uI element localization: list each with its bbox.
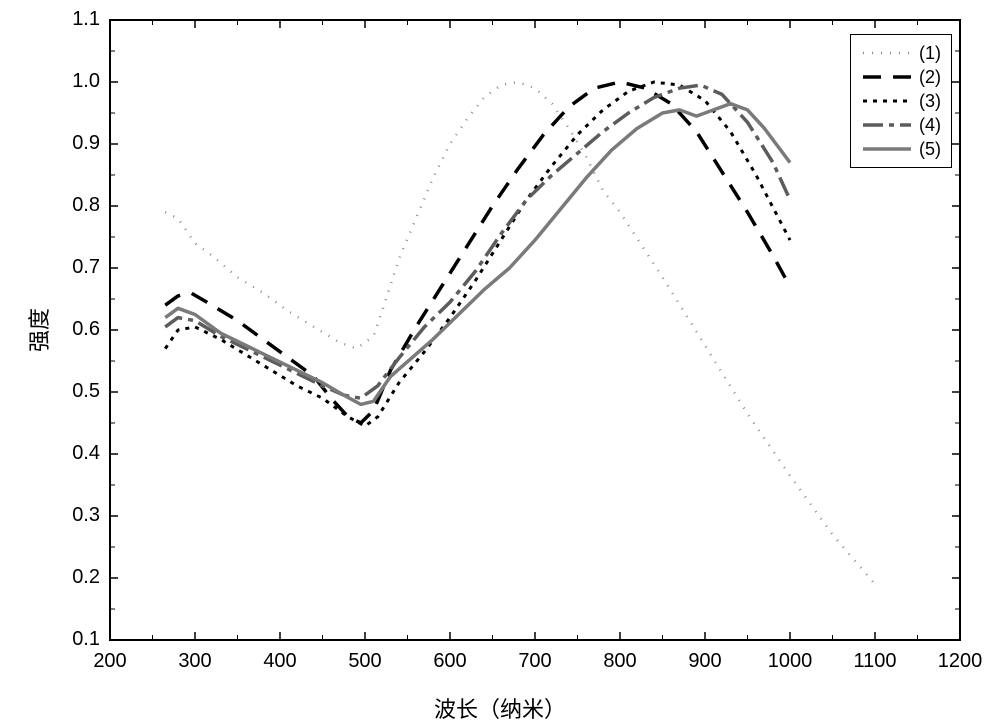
legend-swatch bbox=[861, 140, 913, 158]
y-tick-label: 0.8 bbox=[60, 194, 100, 217]
legend-label: (1) bbox=[919, 43, 941, 64]
x-axis-label: 波长（纳米） bbox=[0, 692, 1000, 724]
x-tick-label: 300 bbox=[165, 650, 225, 673]
legend-item: (1) bbox=[861, 41, 941, 65]
y-tick-label: 0.9 bbox=[60, 132, 100, 155]
legend-label: (2) bbox=[919, 67, 941, 88]
y-tick-label: 1.0 bbox=[60, 70, 100, 93]
legend-swatch bbox=[861, 44, 913, 62]
y-tick-label: 0.4 bbox=[60, 442, 100, 465]
legend-label: (3) bbox=[919, 91, 941, 112]
legend-swatch bbox=[861, 92, 913, 110]
y-tick-label: 0.3 bbox=[60, 504, 100, 527]
legend-item: (5) bbox=[861, 137, 941, 161]
y-tick-label: 0.5 bbox=[60, 380, 100, 403]
x-tick-label: 900 bbox=[675, 650, 735, 673]
x-tick-label: 500 bbox=[335, 650, 395, 673]
legend-item: (4) bbox=[861, 113, 941, 137]
series-line-2 bbox=[165, 82, 790, 423]
legend-label: (5) bbox=[919, 139, 941, 160]
legend-swatch bbox=[861, 116, 913, 134]
x-tick-label: 800 bbox=[590, 650, 650, 673]
x-tick-label: 700 bbox=[505, 650, 565, 673]
x-tick-label: 1200 bbox=[930, 650, 990, 673]
x-tick-label: 1100 bbox=[845, 650, 905, 673]
y-tick-label: 1.1 bbox=[60, 8, 100, 31]
series-line-5 bbox=[165, 104, 790, 405]
y-tick-label: 0.7 bbox=[60, 256, 100, 279]
y-tick-label: 0.2 bbox=[60, 566, 100, 589]
legend-swatch bbox=[861, 68, 913, 86]
y-tick-label: 0.1 bbox=[60, 628, 100, 651]
y-axis-label: 强度 bbox=[22, 308, 54, 352]
chart-container: 强度 波长（纳米） (1) (2) (3) (4) (5) 200 300 400 500 60… bbox=[0, 0, 1000, 728]
x-tick-label: 400 bbox=[250, 650, 310, 673]
legend-item: (2) bbox=[861, 65, 941, 89]
x-tick-label: 600 bbox=[420, 650, 480, 673]
legend-label: (4) bbox=[919, 115, 941, 136]
y-tick-label: 0.6 bbox=[60, 318, 100, 341]
x-tick-label: 200 bbox=[80, 650, 140, 673]
x-tick-label: 1000 bbox=[760, 650, 820, 673]
legend: (1) (2) (3) (4) (5) bbox=[850, 34, 952, 168]
series-line-3 bbox=[165, 82, 790, 426]
legend-item: (3) bbox=[861, 89, 941, 113]
